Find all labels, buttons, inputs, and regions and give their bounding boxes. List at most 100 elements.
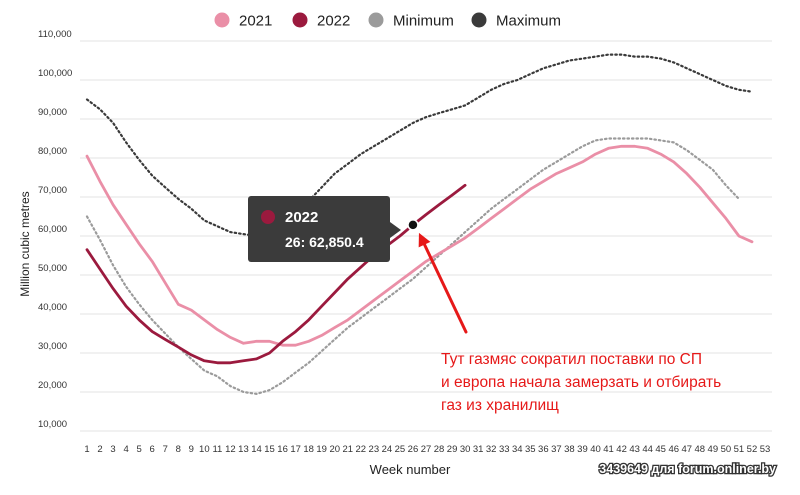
x-tick-label: 26	[408, 444, 419, 455]
annotation-arrow	[418, 232, 468, 334]
y-tick-label: 10,000	[38, 419, 67, 430]
x-tick-label: 53	[760, 444, 771, 455]
x-axis-ticks: 1 2 3 4 5 6 7 8 9 10 11 12 13 14 15 16 17 18 19 20 21 22 23 24 2…	[84, 444, 770, 455]
tooltip: 2022 26: 62,850.4	[248, 196, 401, 262]
x-tick-label: 49	[708, 444, 719, 455]
x-tick-label: 24	[382, 444, 393, 455]
x-tick-label: 33	[499, 444, 510, 455]
tooltip-pointer	[390, 222, 401, 238]
x-tick-label: 39	[577, 444, 588, 455]
legend-marker	[292, 12, 308, 28]
x-tick-label: 4	[123, 444, 128, 455]
x-tick-label: 35	[525, 444, 536, 455]
tooltip-value: 26: 62,850.4	[285, 234, 364, 250]
series-line-maximum	[85, 53, 754, 238]
tooltip-series-marker	[261, 210, 275, 224]
legend-item-maximum[interactable]: Maximum	[471, 12, 562, 30]
x-tick-label: 20	[329, 444, 340, 455]
x-tick-label: 16	[277, 444, 288, 455]
y-axis-ticks: 10,000 20,000 30,000 40,000 50,000 60,000 70,0…	[38, 29, 72, 430]
y-tick-label: 60,000	[38, 224, 67, 235]
annotation-line-3: газ из хранилищ	[441, 397, 559, 414]
grid	[80, 40, 772, 432]
legend-item-2021[interactable]: 2021	[214, 12, 273, 30]
x-tick-label: 36	[538, 444, 549, 455]
legend-marker	[471, 12, 487, 28]
x-tick-label: 14	[251, 444, 262, 455]
y-tick-label: 20,000	[38, 380, 67, 391]
x-tick-label: 8	[176, 444, 181, 455]
x-tick-label: 11	[212, 444, 222, 455]
legend-item-2022[interactable]: 2022	[292, 12, 351, 30]
arrow-head	[418, 232, 431, 248]
x-tick-label: 5	[137, 444, 142, 455]
x-tick-label: 37	[551, 444, 562, 455]
y-tick-label: 30,000	[38, 341, 67, 352]
x-tick-label: 27	[421, 444, 432, 455]
tooltip-title: 2022	[285, 209, 318, 226]
tooltip-box	[248, 196, 390, 262]
y-tick-label: 70,000	[38, 185, 67, 196]
y-tick-label: 100,000	[38, 68, 72, 79]
x-tick-label: 10	[199, 444, 210, 455]
x-tick-label: 17	[290, 444, 301, 455]
x-tick-label: 46	[668, 444, 679, 455]
series-line-minimum	[85, 137, 740, 395]
annotation-line-1: Тут газмяс сократил поставки по СП	[441, 351, 702, 368]
legend-item-minimum[interactable]: Minimum	[368, 12, 454, 30]
x-tick-label: 42	[616, 444, 627, 455]
x-tick-label: 6	[150, 444, 155, 455]
y-tick-label: 110,000	[38, 29, 72, 40]
x-tick-label: 30	[460, 444, 471, 455]
legend-marker	[214, 12, 230, 28]
x-tick-label: 50	[721, 444, 732, 455]
x-tick-label: 25	[395, 444, 406, 455]
x-tick-label: 47	[681, 444, 692, 455]
series-lines	[85, 53, 754, 395]
y-tick-label: 90,000	[38, 107, 67, 118]
x-tick-label: 51	[734, 444, 745, 455]
x-tick-label: 52	[747, 444, 758, 455]
hover-point[interactable]	[407, 219, 419, 231]
x-tick-label: 41	[603, 444, 614, 455]
legend-label: Minimum	[393, 13, 454, 30]
x-tick-label: 29	[447, 444, 458, 455]
x-tick-label: 43	[629, 444, 640, 455]
y-tick-label: 40,000	[38, 302, 67, 313]
annotation-line-2: и европа начала замерзать и отбирать	[441, 374, 721, 391]
x-tick-label: 13	[238, 444, 249, 455]
legend-marker	[368, 12, 384, 28]
x-tick-label: 45	[655, 444, 666, 455]
x-tick-label: 48	[695, 444, 706, 455]
x-tick-label: 9	[189, 444, 194, 455]
y-tick-label: 50,000	[38, 263, 67, 274]
x-tick-label: 18	[303, 444, 314, 455]
annotation-text: Тут газмяс сократил поставки по СП и евр…	[441, 351, 721, 414]
x-tick-label: 34	[512, 444, 523, 455]
x-tick-label: 1	[84, 444, 89, 455]
x-axis-label: Week number	[370, 462, 451, 477]
legend-label: Maximum	[496, 13, 561, 30]
x-tick-label: 22	[356, 444, 367, 455]
x-tick-label: 28	[434, 444, 445, 455]
x-tick-label: 7	[163, 444, 168, 455]
series-line-2021	[85, 144, 754, 347]
x-tick-label: 32	[486, 444, 497, 455]
watermark: 3439649 для forum.onliner.by	[599, 462, 776, 476]
legend-label: 2022	[317, 13, 350, 30]
y-tick-label: 80,000	[38, 146, 67, 157]
x-tick-label: 44	[642, 444, 653, 455]
arrow-shaft	[423, 243, 468, 334]
x-tick-label: 15	[264, 444, 275, 455]
x-tick-label: 40	[590, 444, 601, 455]
x-tick-label: 38	[564, 444, 575, 455]
x-tick-label: 3	[110, 444, 115, 455]
x-tick-label: 12	[225, 444, 236, 455]
legend: 2021 2022 Minimum Maximum	[214, 12, 562, 30]
legend-label: 2021	[239, 13, 272, 30]
y-axis-label: Million cubic metres	[18, 191, 32, 296]
x-tick-label: 31	[473, 444, 484, 455]
x-tick-label: 23	[369, 444, 380, 455]
